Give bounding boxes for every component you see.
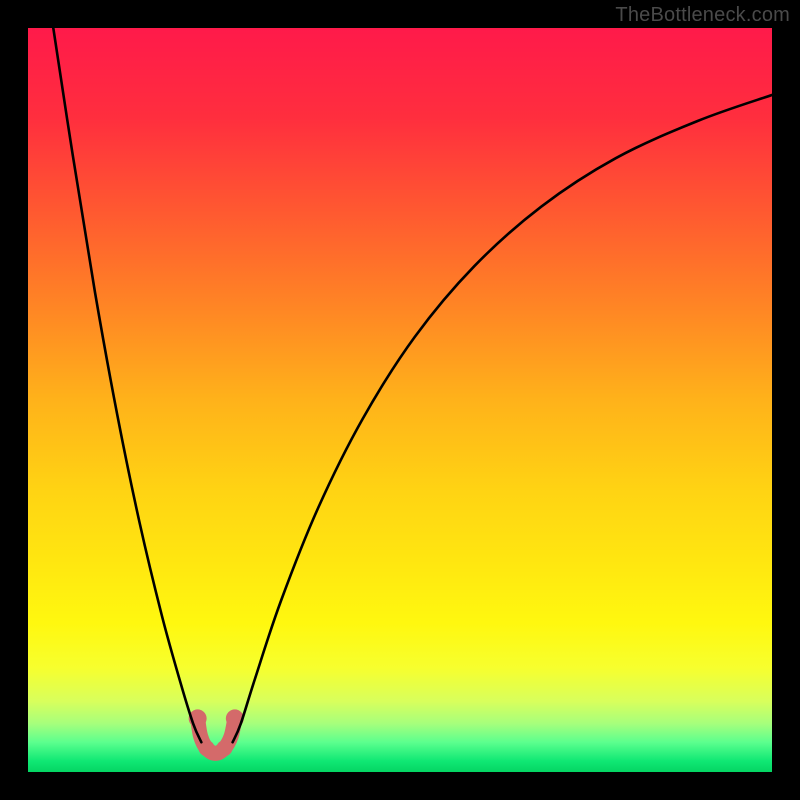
plot-area: [28, 28, 772, 772]
gradient-background: [28, 28, 772, 772]
chart-canvas: [28, 28, 772, 772]
outer-frame: TheBottleneck.com: [0, 0, 800, 800]
watermark-text: TheBottleneck.com: [615, 4, 790, 27]
